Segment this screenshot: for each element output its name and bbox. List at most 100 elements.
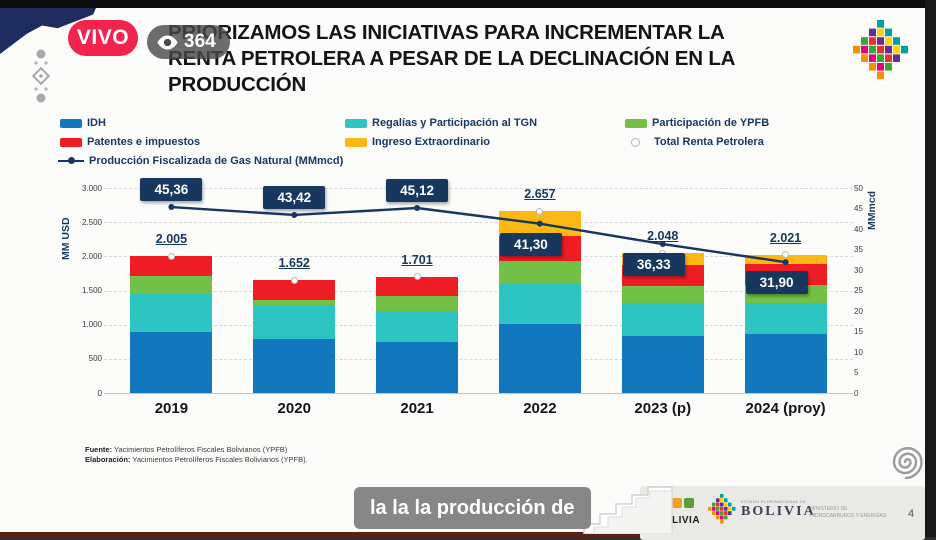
y-axis-tick-left: 2.000 xyxy=(81,251,102,261)
x-axis-category: 2021 xyxy=(400,400,434,417)
total-renta-marker xyxy=(782,251,790,259)
total-label: 2.021 xyxy=(769,230,802,245)
title-line-1: PRIORIZAMOS LAS INICIATIVAS PARA INCREME… xyxy=(168,21,725,44)
bolivia-wordmark: BOLIVIA xyxy=(656,515,701,526)
total-label: 1.701 xyxy=(401,252,433,267)
bottom-letterbox-bar xyxy=(0,537,936,540)
chakana-cell xyxy=(869,54,876,62)
top-letterbox-bar xyxy=(0,0,936,8)
bar-segment xyxy=(621,286,704,304)
legend-label: Producción Fiscalizada de Gas Natural (M… xyxy=(89,155,344,167)
chakana-cell xyxy=(712,511,716,515)
footer-logo-panel: BOLIVIA ESTADO PLURINACIONAL DE BOLIVIA … xyxy=(640,486,925,540)
chakana-cell xyxy=(869,45,876,54)
y-axis-tick-right: 10 xyxy=(854,347,863,357)
chakana-cell xyxy=(724,511,728,515)
chakana-cell xyxy=(877,20,884,28)
right-letterbox-bar xyxy=(925,0,936,540)
line-value-callout: 36,33 xyxy=(622,253,685,277)
total-renta-marker xyxy=(290,276,298,284)
source-note: Fuente: Yacimientos Petrolíferos Fiscale… xyxy=(85,445,308,465)
bar-segment xyxy=(253,280,336,300)
chakana-cell xyxy=(893,54,900,62)
ministry-text: MINISTERIO DE HIDROCARBUROS Y ENERGÍAS xyxy=(810,506,887,519)
staircase-decoration xyxy=(583,486,673,534)
y-axis-tick-right: 25 xyxy=(854,286,863,295)
legend-item-produccion: Producción Fiscalizada de Gas Natural (M… xyxy=(58,155,343,167)
title-line-3: PRODUCCIÓN xyxy=(168,73,307,96)
chakana-cell xyxy=(720,494,724,498)
y-axis-tick-left: 1.000 xyxy=(81,320,102,330)
bar-segment xyxy=(744,333,827,393)
total-label: 2.005 xyxy=(155,232,188,246)
chakana-cell xyxy=(861,37,868,45)
estado-plurinacional-text: ESTADO PLURINACIONAL DE xyxy=(741,499,807,504)
line-point xyxy=(782,259,789,266)
bar-segment xyxy=(130,294,213,332)
bar-segment xyxy=(376,342,459,393)
legend-label: IDH xyxy=(87,117,106,129)
y-axis-tick-left: 1.500 xyxy=(81,286,102,295)
legend-label: Patentes e impuestos xyxy=(87,136,201,148)
slide-title: PRIORIZAMOS LAS INICIATIVAS PARA INCREME… xyxy=(168,20,868,98)
bar-segment xyxy=(376,296,459,312)
chakana-cell xyxy=(893,45,900,54)
chakana-cell xyxy=(877,37,884,45)
bar-segment xyxy=(376,276,459,297)
line-value-callout: 43,42 xyxy=(263,185,326,209)
page-number: 4 xyxy=(908,508,915,520)
y-axis-tick-right: 0 xyxy=(854,388,859,398)
chakana-cell xyxy=(861,45,868,54)
chakana-cell xyxy=(885,63,892,71)
legend-swatch-patentes xyxy=(60,137,82,147)
legend-label: Ingreso Extraordinario xyxy=(372,136,490,148)
bar-segment xyxy=(253,339,336,393)
gridline xyxy=(104,188,853,189)
line-value-callout: 41,30 xyxy=(499,232,562,256)
chakana-cell xyxy=(708,506,712,511)
y-axis-tick-right: 45 xyxy=(854,204,863,213)
y-axis-tick-left: 3.000 xyxy=(81,183,102,193)
viewer-count-chip[interactable]: 364 xyxy=(147,25,230,59)
bolivia-wordmark-serif: BOLIVIA xyxy=(741,504,816,519)
y-axis-tick-left: 0 xyxy=(97,388,102,398)
legend-item-idh: IDH xyxy=(60,117,106,129)
legend-label: Total Renta Petrolera xyxy=(654,136,764,148)
bar-segment xyxy=(130,331,213,393)
y-axis-tick-right: 35 xyxy=(854,245,863,254)
legend-item-ypfb: Participación de YPFB xyxy=(625,117,769,129)
bar-segment xyxy=(253,304,336,340)
chakana-cell xyxy=(716,502,720,507)
logo-square-orange xyxy=(672,498,683,508)
bar-segment xyxy=(376,311,459,343)
legend-swatch-extraordinario xyxy=(345,137,367,147)
total-renta-marker xyxy=(413,273,421,281)
line-value-callout: 45,12 xyxy=(386,179,449,203)
legend-item-extraordinario: Ingreso Extraordinario xyxy=(345,136,490,148)
gridline xyxy=(104,222,853,224)
chakana-cell xyxy=(728,511,732,515)
bar-segment xyxy=(621,303,704,337)
x-axis-line xyxy=(104,393,853,394)
title-line-2: RENTA PETROLERA A PESAR DE LA DECLINACIÓ… xyxy=(168,47,736,70)
chakana-cell xyxy=(724,498,728,503)
bar-segment xyxy=(498,260,581,284)
chakana-cell xyxy=(893,37,900,45)
y-axis-tick-left: 500 xyxy=(88,354,102,364)
chakana-cell xyxy=(885,37,892,45)
logo-square-green xyxy=(684,498,695,508)
bar-segment xyxy=(498,283,581,324)
presentation-slide: PRIORIZAMOS LAS INICIATIVAS PARA INCREME… xyxy=(0,8,925,540)
line-point xyxy=(168,204,175,211)
chakana-cell xyxy=(732,506,736,511)
legend-swatch-idh xyxy=(60,118,82,128)
gridline xyxy=(104,358,853,360)
elaboration-text: Yacimientos Petrolíferos Fiscales Bolivi… xyxy=(130,455,308,464)
chakana-cell xyxy=(720,511,724,515)
x-axis-category: 2020 xyxy=(277,400,311,417)
legend-circle-marker xyxy=(631,137,640,147)
viewer-count: 364 xyxy=(184,31,216,52)
x-axis-category: 2024 (proy) xyxy=(745,400,826,417)
chakana-cell xyxy=(716,511,720,515)
chakana-cell xyxy=(712,506,716,511)
